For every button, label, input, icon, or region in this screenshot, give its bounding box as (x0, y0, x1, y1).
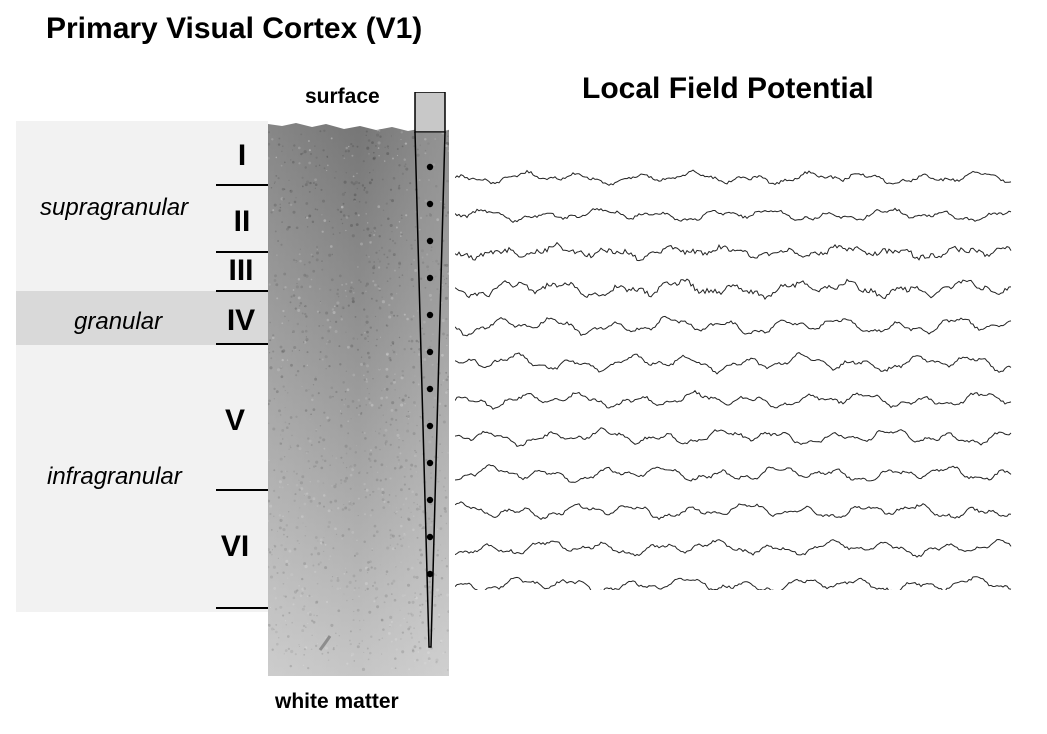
layer-label-vi: VI (220, 530, 250, 563)
supragranular-zone (16, 121, 268, 291)
lfp-trace (455, 427, 1012, 447)
electrode-contact (426, 422, 434, 430)
layer-label-iv: IV (226, 304, 256, 337)
electrode-contact (426, 311, 434, 319)
lfp-title: Local Field Potential (582, 72, 874, 105)
electrode-contact (426, 348, 434, 356)
lfp-trace (455, 241, 1012, 262)
granular-label: granular (74, 308, 163, 335)
lfp-trace (455, 207, 1012, 224)
supragranular-label: supragranular (40, 194, 189, 221)
lfp-trace (455, 389, 1012, 410)
boundary-i-ii (216, 184, 268, 186)
layer-label-i: I (237, 139, 247, 172)
electrode-contact (426, 200, 434, 208)
lfp-trace (455, 464, 1012, 483)
boundary-iv-v (216, 343, 268, 345)
boundary-vi-wm (216, 607, 268, 609)
surface-label: surface (305, 85, 380, 108)
boundary-iii-iv (216, 290, 268, 292)
layer-label-ii: II (233, 205, 251, 238)
figure-title: Primary Visual Cortex (V1) (46, 12, 423, 45)
white-matter-label: white matter (275, 690, 399, 713)
infragranular-label: infragranular (47, 463, 182, 490)
electrode-contact (426, 570, 434, 578)
electrode-contact (426, 496, 434, 504)
lfp-trace (455, 278, 1012, 301)
infragranular-zone (16, 345, 268, 612)
layer-label-iii: III (228, 254, 254, 287)
layer-label-v: V (224, 404, 245, 437)
lfp-trace (455, 538, 1012, 558)
electrode-contact (426, 385, 434, 393)
electrode-contact (426, 163, 434, 171)
electrode-contact (426, 459, 434, 467)
lfp-traces (455, 169, 1012, 590)
boundary-v-vi (216, 489, 268, 491)
lfp-trace (455, 169, 1012, 186)
lfp-trace (455, 352, 1012, 375)
electrode-contact (426, 274, 434, 282)
lfp-trace (455, 315, 1012, 337)
boundary-ii-iii (216, 251, 268, 253)
lfp-trace (455, 501, 1012, 521)
granular-zone (16, 291, 268, 345)
recording-electrode (414, 92, 446, 648)
cortex-tissue-image (268, 118, 449, 676)
electrode-contact (426, 533, 434, 541)
electrode-contact (426, 237, 434, 245)
lfp-trace (455, 576, 1012, 590)
